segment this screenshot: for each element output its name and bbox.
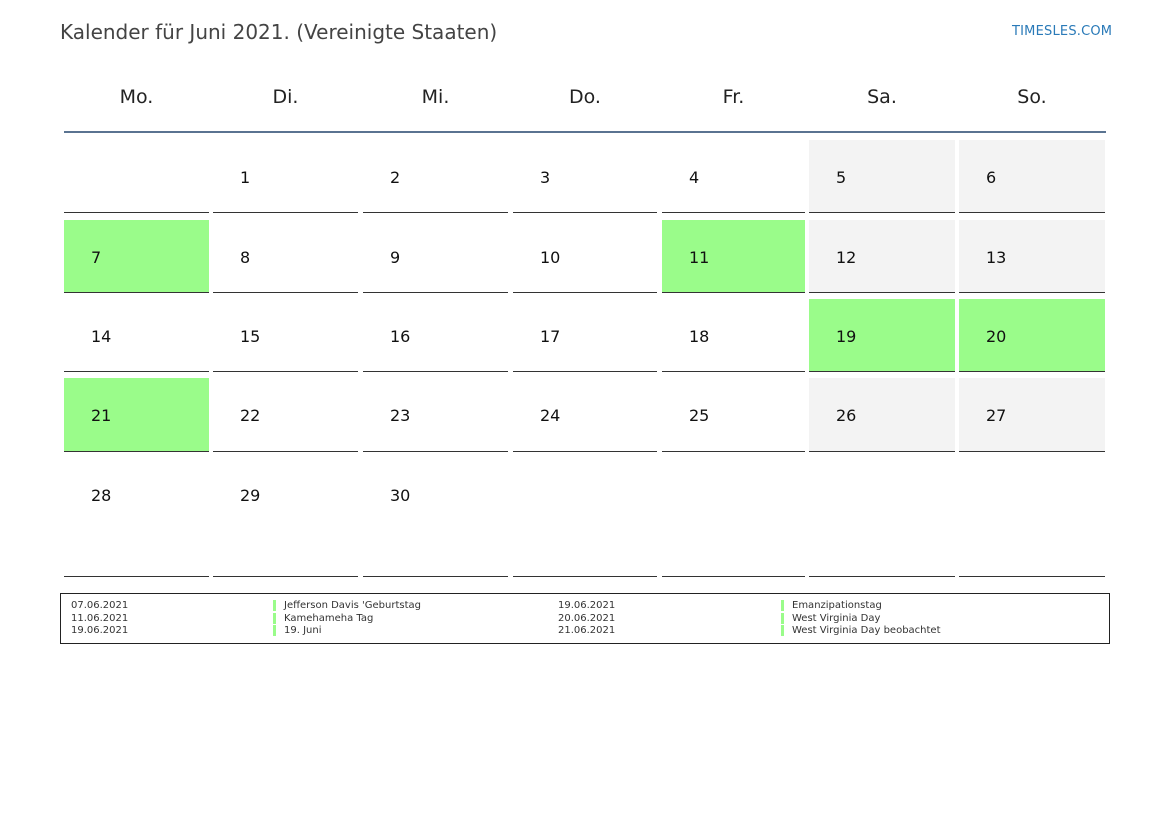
calendar-day-23[interactable]: 23 [363, 378, 508, 452]
calendar-day-19[interactable]: 19 [809, 299, 955, 372]
calendar-day-15[interactable]: 15 [213, 299, 358, 372]
day-number: 1 [240, 168, 251, 187]
calendar-day-22[interactable]: 22 [213, 378, 358, 452]
day-number: 3 [540, 168, 551, 187]
holiday-legend: 07.06.2021 Jefferson Davis 'Geburtstag 11.… [60, 593, 1110, 644]
calendar-day-11[interactable]: 11 [662, 220, 805, 293]
day-number: 28 [91, 486, 112, 505]
legend-holiday-name: 19. Juni [273, 625, 322, 636]
calendar-day-30[interactable]: 30 [363, 458, 508, 577]
day-number: 24 [540, 406, 561, 425]
calendar-day-empty [64, 140, 209, 213]
day-number: 25 [689, 406, 710, 425]
day-number: 14 [91, 327, 112, 346]
day-number: 29 [240, 486, 261, 505]
calendar-day-6[interactable]: 6 [959, 140, 1105, 213]
day-number: 17 [540, 327, 561, 346]
day-number: 19 [836, 327, 857, 346]
legend-holiday-name: Emanzipationstag [781, 600, 882, 611]
calendar-day-3[interactable]: 3 [513, 140, 657, 213]
calendar-day-10[interactable]: 10 [513, 220, 657, 293]
day-number: 30 [390, 486, 411, 505]
calendar-day-12[interactable]: 12 [809, 220, 955, 293]
calendar-day-13[interactable]: 13 [959, 220, 1105, 293]
calendar-day-16[interactable]: 16 [363, 299, 508, 372]
weekday-label: Mo. [119, 86, 154, 108]
calendar-day-27[interactable]: 27 [959, 378, 1105, 452]
calendar-day-24[interactable]: 24 [513, 378, 657, 452]
day-number: 11 [689, 248, 710, 267]
calendar-day-empty [662, 458, 805, 577]
day-number: 9 [390, 248, 401, 267]
day-number: 4 [689, 168, 700, 187]
day-number: 8 [240, 248, 251, 267]
weekday-label: Di. [272, 86, 299, 108]
legend-date: 07.06.2021 [71, 600, 129, 611]
legend-date: 19.06.2021 [558, 600, 616, 611]
legend-holiday-name: West Virginia Day beobachtet [781, 625, 941, 636]
legend-date: 21.06.2021 [558, 625, 616, 636]
calendar-day-empty [959, 458, 1105, 577]
day-number: 22 [240, 406, 261, 425]
legend-holiday-name: West Virginia Day [781, 612, 880, 624]
day-number: 7 [91, 248, 102, 267]
legend-date: 11.06.2021 [71, 612, 129, 624]
calendar-day-2[interactable]: 2 [363, 140, 508, 213]
day-number: 15 [240, 327, 261, 346]
legend-date: 19.06.2021 [71, 625, 129, 636]
header-divider [64, 131, 1106, 133]
calendar-day-18[interactable]: 18 [662, 299, 805, 372]
calendar-day-8[interactable]: 8 [213, 220, 358, 293]
legend-holiday-name: Jefferson Davis 'Geburtstag [273, 600, 421, 611]
calendar-day-28[interactable]: 28 [64, 458, 209, 577]
calendar-day-14[interactable]: 14 [64, 299, 209, 372]
weekday-label: Fr. [722, 86, 745, 108]
calendar-day-25[interactable]: 25 [662, 378, 805, 452]
legend-date: 20.06.2021 [558, 612, 616, 624]
day-number: 6 [986, 168, 997, 187]
page-title: Kalender für Juni 2021. (Vereinigte Staa… [60, 20, 498, 44]
calendar-day-4[interactable]: 4 [662, 140, 805, 213]
calendar-day-20[interactable]: 20 [959, 299, 1105, 372]
day-number: 2 [390, 168, 401, 187]
day-number: 13 [986, 248, 1007, 267]
calendar-day-5[interactable]: 5 [809, 140, 955, 213]
calendar-day-29[interactable]: 29 [213, 458, 358, 577]
day-number: 21 [91, 406, 112, 425]
calendar-day-26[interactable]: 26 [809, 378, 955, 452]
legend-holiday-name: Kamehameha Tag [273, 612, 373, 624]
calendar-day-empty [513, 458, 657, 577]
day-number: 27 [986, 406, 1007, 425]
calendar-day-17[interactable]: 17 [513, 299, 657, 372]
calendar-day-21[interactable]: 21 [64, 378, 209, 452]
day-number: 26 [836, 406, 857, 425]
weekday-label: Sa. [867, 86, 897, 108]
calendar-day-1[interactable]: 1 [213, 140, 358, 213]
day-number: 20 [986, 327, 1007, 346]
calendar-day-9[interactable]: 9 [363, 220, 508, 293]
day-number: 18 [689, 327, 710, 346]
brand-link[interactable]: TIMESLES.COM [1012, 24, 1113, 39]
weekday-label: Mi. [421, 86, 450, 108]
day-number: 5 [836, 168, 847, 187]
calendar-day-7[interactable]: 7 [64, 220, 209, 293]
day-number: 16 [390, 327, 411, 346]
calendar-day-empty [809, 458, 955, 577]
day-number: 23 [390, 406, 411, 425]
day-number: 10 [540, 248, 561, 267]
weekday-label: So. [1017, 86, 1047, 108]
weekday-label: Do. [569, 86, 601, 108]
day-number: 12 [836, 248, 857, 267]
